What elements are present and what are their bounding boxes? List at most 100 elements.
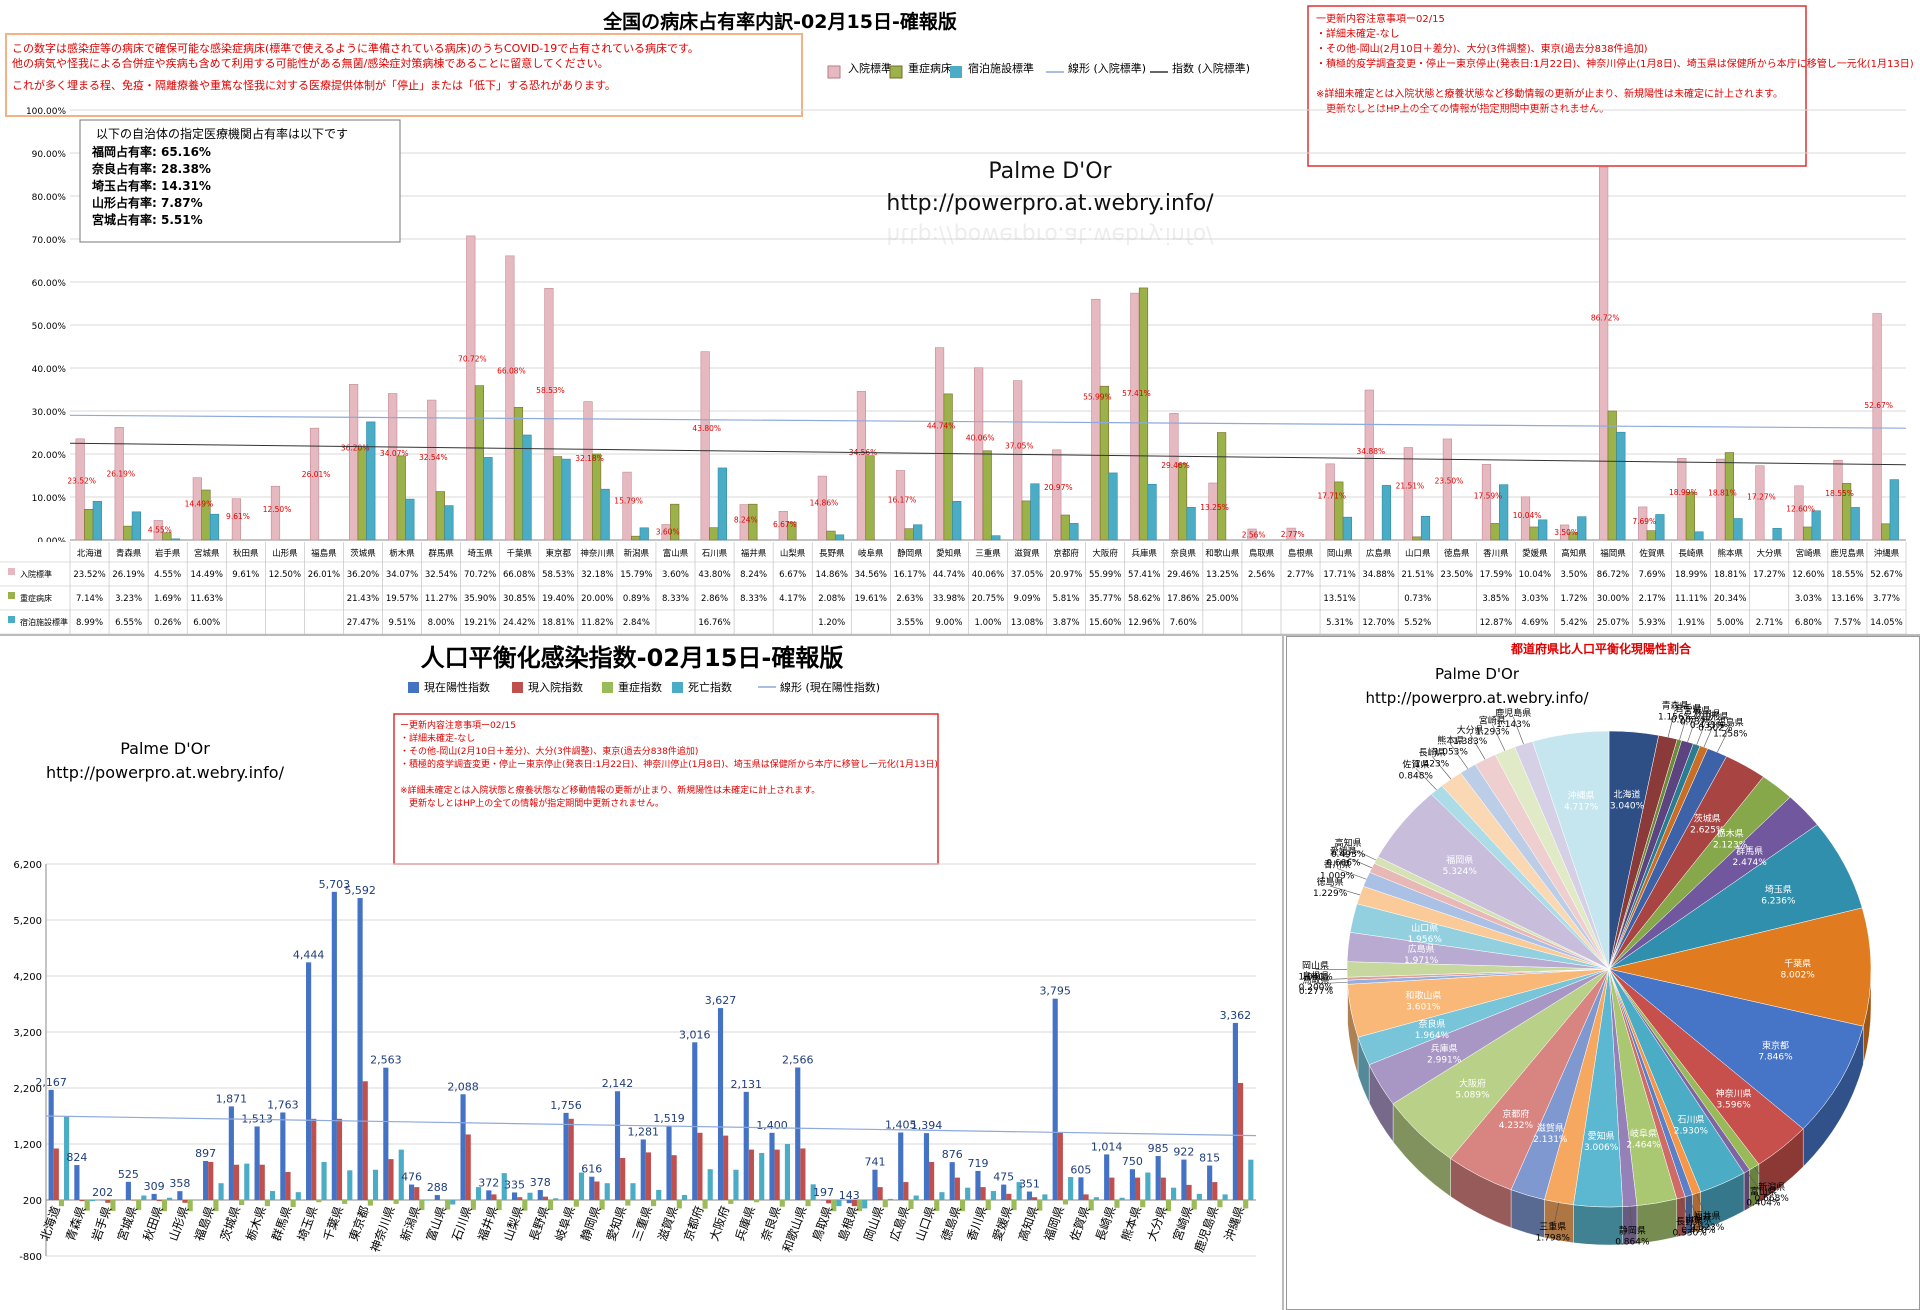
pie-label-value: 3.601% — [1406, 1002, 1441, 1012]
bar-severe — [728, 1200, 734, 1204]
table-header-cell: 富山県 — [663, 548, 689, 559]
pie-leader-line — [1716, 726, 1731, 753]
bar-severe — [213, 1200, 219, 1212]
inpatient-data-label: 70.72% — [458, 355, 487, 364]
bar-death — [424, 1200, 430, 1201]
bar-severe — [513, 407, 524, 541]
y-tick-label: 200 — [23, 1196, 42, 1207]
inpatient-data-label: 3.50% — [1554, 528, 1578, 537]
bar-severe — [58, 1200, 65, 1207]
data-table-bg — [0, 542, 1906, 634]
current-data-label: 1,394 — [911, 1119, 943, 1132]
table-cell: 58.53% — [542, 570, 574, 580]
infection-index-panel: 人口平衡化感染指数-02月15日-確報版 現在陽性指数 現入院指数 重症指数 死… — [0, 636, 1284, 1310]
legend-swatch-current — [408, 682, 419, 693]
table-cell: 23.50% — [1441, 570, 1473, 580]
pie-label-value: 3.006% — [1584, 1143, 1619, 1153]
table-cell: 7.69% — [1639, 570, 1666, 580]
designated-hospital-item: 山形占有率: 7.87% — [92, 195, 203, 210]
bar-severe — [882, 1200, 888, 1208]
pie-label-name: 新潟県 — [1758, 1181, 1785, 1193]
table-header-cell: 福島県 — [311, 548, 337, 559]
bar-severe — [779, 1200, 785, 1207]
bar-inpatient — [311, 1118, 317, 1200]
table-cell: 13.51% — [1323, 594, 1355, 604]
pie-label-name: 高知県 — [1335, 837, 1362, 849]
table-cell: 8.00% — [428, 618, 455, 628]
bar-severe — [1138, 287, 1149, 541]
bar-death — [1196, 1193, 1202, 1200]
current-data-label: 1,281 — [628, 1125, 660, 1138]
inpatient-data-label: 52.67% — [1864, 401, 1893, 410]
bar-current — [975, 1170, 981, 1200]
bar-severe — [1165, 1200, 1172, 1212]
table-cell: 34.88% — [1362, 570, 1394, 580]
positivity-share-panel: 都道府県比人口平衡化現陽性割合 Palme D'Or http://powerp… — [1286, 636, 1920, 1310]
table-header-cell: 大阪府 — [1092, 548, 1118, 559]
bar-inpatient — [980, 1187, 986, 1200]
bar-hotel — [1655, 514, 1665, 541]
table-cell: 19.21% — [464, 618, 496, 628]
bar-inpatient — [75, 438, 85, 541]
pie-label-name: 香川県 — [1324, 859, 1351, 870]
pie-label-value: 2.131% — [1533, 1135, 1568, 1145]
pie-label-name: 山梨県 — [1685, 1213, 1712, 1225]
pie-leader-line — [1552, 1202, 1560, 1231]
bar-death — [784, 1144, 791, 1200]
current-data-label: 605 — [1070, 1163, 1091, 1176]
pie-label-value: 0.277% — [1299, 987, 1334, 997]
bar-inpatient — [1212, 1182, 1218, 1200]
pie-label-value: 5.324% — [1443, 867, 1478, 877]
table-header-cell: 滋賀県 — [1014, 548, 1040, 559]
table-cell: 0.73% — [1404, 594, 1431, 604]
pie-slice — [1532, 730, 1610, 970]
bar-hotel — [952, 500, 962, 541]
table-header-cell: 千葉県 — [506, 548, 532, 559]
x-tick-label: 青森県 — [62, 1204, 88, 1243]
bar-current — [177, 1191, 183, 1200]
table-cell: 15.60% — [1089, 618, 1121, 628]
current-data-label: 525 — [118, 1168, 139, 1181]
table-cell: 8.99% — [76, 618, 103, 628]
inpatient-data-label: 2.77% — [1281, 530, 1305, 539]
bar-hotel — [1889, 479, 1899, 541]
bar-hotel — [991, 535, 1001, 541]
bar-death — [1248, 1159, 1254, 1200]
table-cell: 17.71% — [1323, 570, 1355, 580]
table-header-cell: 山梨県 — [780, 548, 806, 559]
bar-current — [1104, 1154, 1110, 1200]
bar-hotel — [405, 498, 415, 541]
y-tick-label: 5,200 — [13, 916, 42, 927]
bar-current — [717, 1008, 724, 1200]
y-tick-label: 20.00% — [32, 451, 67, 461]
table-cell: 17.59% — [1480, 570, 1512, 580]
note-box — [5, 33, 803, 117]
bar-inpatient — [1169, 413, 1179, 541]
x-tick-label: 茨城県 — [218, 1204, 243, 1243]
current-data-label: 1,871 — [216, 1092, 248, 1105]
bar-inpatient — [285, 1172, 291, 1200]
pie-label-name: 広島県 — [1408, 943, 1435, 955]
x-tick-label: 沖縄県 — [1221, 1204, 1247, 1243]
bar-inpatient — [1403, 447, 1413, 541]
bar-inpatient — [427, 399, 437, 541]
bar-death — [810, 1184, 816, 1200]
bar-severe — [787, 521, 797, 541]
pie-leader-line — [1696, 1193, 1708, 1221]
x-tick-label: 静岡県 — [578, 1204, 603, 1243]
table-cell: 15.79% — [620, 570, 652, 580]
bar-death — [347, 1170, 353, 1200]
table-cell: 8.24% — [740, 570, 767, 580]
designated-hospital-item: 埼玉占有率: 14.31% — [92, 178, 211, 193]
pie-label-name: 愛知県 — [1588, 1130, 1615, 1142]
bar-death — [578, 1172, 585, 1200]
current-data-label: 2,088 — [447, 1080, 479, 1093]
bar-severe — [161, 1200, 167, 1212]
bar-severe — [1217, 432, 1227, 541]
bed-occupancy-chart: 全国の病床占有率内訳-02月15日-確報版 この数字は感染症等の病床で確保可能な… — [0, 5, 1914, 634]
x-tick-label: 兵庫県 — [733, 1204, 758, 1243]
update-line: ※詳細未確定とは入院状態と療養状態など移動情報の更新が止まり、新規陽性は未確定に… — [400, 784, 820, 796]
table-cell: 1.20% — [818, 618, 845, 628]
current-data-label: 378 — [530, 1176, 551, 1189]
bar-current — [666, 1126, 672, 1200]
